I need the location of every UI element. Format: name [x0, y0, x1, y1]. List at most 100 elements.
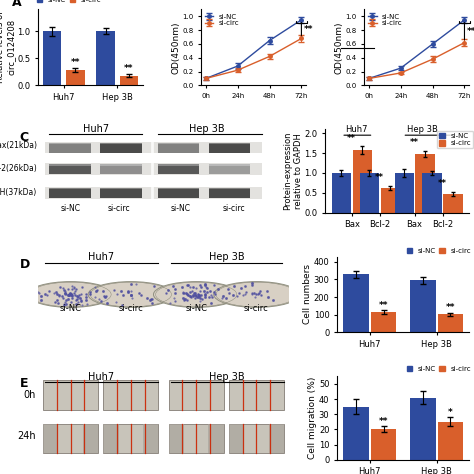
Bar [143, 424, 158, 453]
Bar [343, 407, 369, 460]
Bar [229, 424, 244, 453]
Bar [410, 281, 436, 332]
Text: si-NC: si-NC [185, 304, 207, 313]
Y-axis label: OD(450nm): OD(450nm) [172, 21, 181, 73]
Text: Hep 3B: Hep 3B [209, 252, 244, 262]
Bar [438, 314, 463, 332]
Text: **: ** [467, 27, 474, 36]
Bar [422, 173, 442, 213]
Bar [229, 381, 284, 410]
Bar [444, 194, 463, 213]
Bar [209, 424, 224, 453]
Bar [353, 150, 372, 213]
Text: **: ** [71, 58, 80, 67]
Bar [229, 424, 284, 453]
Text: Huh7: Huh7 [88, 252, 114, 262]
Bar [45, 142, 262, 154]
Bar [49, 164, 91, 174]
Bar [438, 422, 463, 460]
Bar [209, 188, 250, 198]
Bar [49, 188, 91, 189]
Text: **: ** [438, 179, 447, 188]
Bar [45, 187, 262, 199]
Legend: si-NC, si-circ: si-NC, si-circ [405, 365, 473, 374]
Text: si-NC: si-NC [171, 204, 191, 213]
Bar [169, 424, 224, 453]
Y-axis label: OD(450nm): OD(450nm) [335, 21, 344, 73]
Bar [66, 70, 85, 85]
Text: Bcl-2(26kDa): Bcl-2(26kDa) [0, 164, 37, 173]
Text: **: ** [375, 173, 384, 182]
Text: Huh7: Huh7 [82, 124, 109, 134]
Text: Huh7: Huh7 [88, 372, 114, 382]
Bar [331, 173, 351, 213]
Bar [410, 398, 436, 460]
Bar [103, 381, 158, 410]
Bar [96, 31, 115, 85]
Text: C: C [19, 131, 28, 144]
Bar [43, 424, 98, 453]
Text: si-NC: si-NC [60, 304, 82, 313]
Bar [394, 173, 414, 213]
Text: **: ** [410, 138, 419, 147]
Circle shape [28, 282, 113, 308]
Circle shape [214, 282, 299, 308]
Bar [83, 424, 98, 453]
Text: E: E [20, 377, 29, 390]
Text: **: ** [446, 303, 455, 312]
Text: *: * [448, 408, 453, 417]
Bar [49, 143, 91, 153]
Bar [43, 424, 58, 453]
Bar [209, 164, 250, 166]
Bar [100, 143, 142, 153]
Bar [269, 424, 284, 453]
Bar [343, 274, 369, 332]
Bar [158, 164, 200, 174]
Bar [371, 312, 396, 332]
Bar [100, 164, 142, 174]
Legend: si-NC, si-circ: si-NC, si-circ [405, 246, 473, 255]
Text: 24h: 24h [17, 431, 36, 441]
Bar [103, 424, 158, 453]
Text: **: ** [379, 417, 388, 426]
Bar [49, 164, 91, 166]
Bar [381, 188, 400, 213]
Y-axis label: Cell migration (%): Cell migration (%) [309, 377, 318, 459]
Bar [49, 188, 91, 198]
Text: Hep 3B: Hep 3B [209, 372, 244, 382]
Bar [360, 173, 379, 213]
Legend: si-NC, si-circ: si-NC, si-circ [204, 13, 240, 27]
Y-axis label: Cell numbers: Cell numbers [303, 264, 312, 325]
Text: Hep 3B: Hep 3B [189, 124, 224, 134]
Bar [100, 188, 142, 198]
Bar [49, 143, 91, 144]
Text: 0h: 0h [23, 390, 36, 400]
Text: si-circ: si-circ [108, 204, 130, 213]
Text: si-circ: si-circ [244, 304, 269, 313]
Text: **: ** [379, 301, 388, 310]
Bar [209, 188, 250, 189]
Bar [158, 188, 200, 189]
Bar [371, 429, 396, 460]
Legend: si-NC, si-circ: si-NC, si-circ [36, 0, 102, 4]
Text: **: ** [347, 134, 356, 143]
Circle shape [88, 282, 173, 308]
Bar [209, 164, 250, 174]
Y-axis label: Protein-expression
relative to GAPDH: Protein-expression relative to GAPDH [283, 132, 303, 210]
Text: Hep 3B: Hep 3B [407, 126, 438, 135]
Bar [119, 76, 138, 85]
Bar [158, 143, 200, 144]
Bar [103, 424, 118, 453]
Bar [169, 381, 224, 410]
Bar [45, 164, 262, 175]
Bar [416, 154, 435, 213]
Bar [169, 424, 184, 453]
Bar [100, 164, 142, 166]
Bar [209, 143, 250, 144]
Bar [100, 188, 142, 189]
Text: si-NC: si-NC [60, 204, 80, 213]
Text: si-circ: si-circ [223, 204, 246, 213]
Text: A: A [12, 0, 21, 9]
Text: D: D [20, 258, 31, 271]
Text: Huh7: Huh7 [345, 126, 368, 135]
